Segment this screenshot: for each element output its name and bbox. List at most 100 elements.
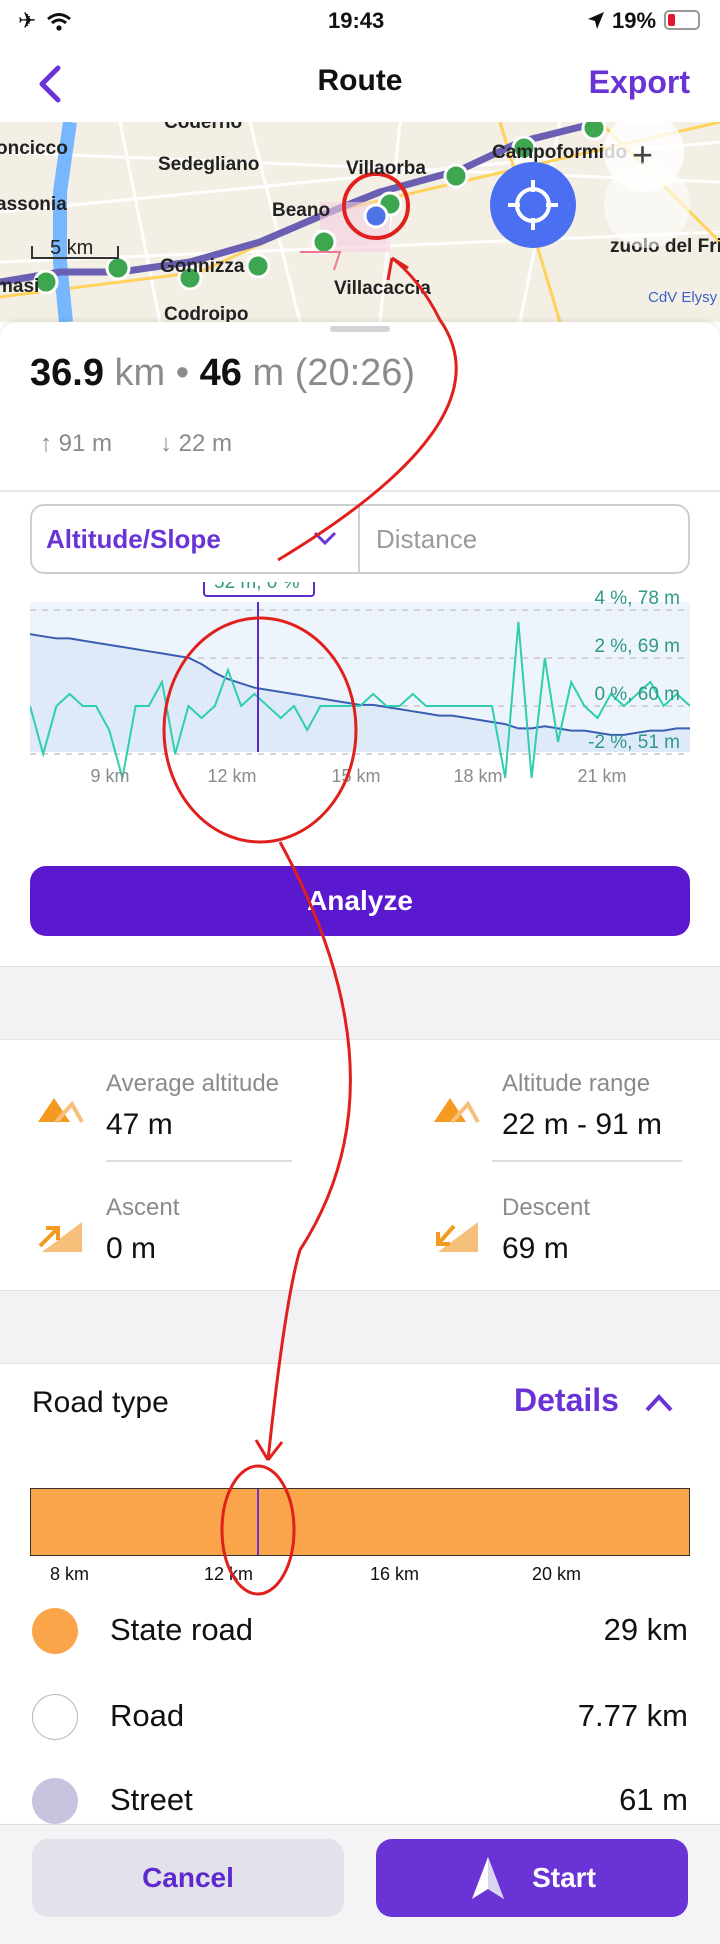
map-place-label: assonia: [0, 194, 67, 215]
altitude-chart[interactable]: 52 m, 0 % 4 %, 78 m 2 %, 69 m 0 %, 60 m -2 %…: [29, 565, 691, 786]
status-bar: ✈ 19:43 19%: [0, 0, 720, 44]
distance-tab[interactable]: Distance: [376, 524, 478, 554]
altitude-chart-svg[interactable]: 52 m, 0 % 4 %, 78 m 2 %, 69 m 0 %, 60 m -2 %…: [29, 565, 691, 812]
my-location-button[interactable]: [490, 162, 576, 248]
altitude-range-icon: [434, 1098, 480, 1124]
route-summary: 36.9 km • 46 m (20:26): [30, 352, 415, 395]
start-label: Start: [532, 1862, 596, 1893]
average-altitude-value: 47 m: [106, 1108, 173, 1141]
battery-percentage: 19%: [612, 8, 657, 33]
bar-tick: 8 km: [50, 1564, 90, 1584]
chart-right-label: 0 %, 60 m: [594, 684, 680, 705]
ascent-summary: ↑ 91 m: [40, 430, 112, 458]
altitude-range-value: 22 m - 91 m: [502, 1108, 663, 1141]
bar-tick: 20 km: [532, 1564, 582, 1584]
chart-tooltip-text: 52 m, 0 %: [214, 582, 300, 593]
analyze-button[interactable]: Analyze: [30, 866, 690, 936]
road-type-title: Road type: [32, 1386, 169, 1419]
legend-row-state-road[interactable]: State road 29 km: [0, 1594, 720, 1664]
chevron-down-icon: [313, 531, 337, 546]
chart-right-label: 4 %, 78 m: [594, 588, 680, 609]
map-scale-bar: [31, 246, 119, 259]
sheet-grabber[interactable]: [330, 326, 390, 332]
airplane-icon: ✈: [18, 8, 37, 33]
crosshair-icon: [508, 180, 558, 230]
altitude-icon: [38, 1098, 84, 1124]
chart-x-tick: 21 km: [577, 766, 626, 786]
legend-value: 29 km: [603, 1612, 688, 1647]
battery-icon: [664, 10, 700, 30]
route-details-sheet: 36.9 km • 46 m (20:26) ↑ 91 m ↓ 22 m Alt…: [0, 322, 720, 1824]
map-place-label: Campoformido: [492, 142, 627, 163]
altitude-unit: m: [252, 352, 285, 394]
map-place-label: Villacaccia: [334, 278, 431, 299]
altitude-range-label: Altitude range: [502, 1070, 651, 1097]
altitude-stats: Average altitude 47 m Altitude range 22 …: [0, 1040, 720, 1290]
map-place-label: Codroipo: [164, 304, 248, 322]
average-altitude-label: Average altitude: [106, 1070, 280, 1097]
legend-name: Street: [110, 1782, 193, 1817]
ascent-value: 0 m: [106, 1232, 157, 1265]
section-spacer: [0, 966, 720, 1040]
clock-time: 19:43: [328, 8, 385, 33]
navigation-arrow-icon: [472, 1857, 505, 1899]
descent-summary-value: 22 m: [178, 430, 233, 457]
map-place-label: oncicco: [0, 138, 68, 159]
ascent-label: Ascent: [106, 1194, 180, 1221]
state-road-segment: [31, 1489, 689, 1555]
descent-icon: [436, 1222, 478, 1252]
legend-value: 61 m: [619, 1782, 688, 1817]
slope-line: [29, 621, 691, 779]
compass-button[interactable]: [604, 162, 690, 248]
descent-summary: ↓ 22 m: [160, 430, 232, 458]
arrow-down-icon: ↓: [160, 430, 172, 457]
legend-value: 7.77 km: [577, 1698, 688, 1733]
chart-x-tick: 15 km: [331, 766, 380, 786]
export-button[interactable]: Export: [588, 64, 690, 100]
chart-x-tick: 18 km: [453, 766, 502, 786]
road-type-bar[interactable]: [30, 1488, 690, 1556]
legend-name: State road: [110, 1612, 254, 1647]
position-cursor: [257, 1489, 259, 1555]
state-road-swatch: [32, 1608, 78, 1654]
location-arrow-icon: [588, 12, 604, 29]
arrow-up-icon: ↑: [40, 430, 52, 457]
bottom-action-bar: Cancel Start: [0, 1824, 720, 1944]
section-spacer: [0, 1290, 720, 1364]
altitude-slope-label: Altitude/Slope: [46, 524, 221, 554]
altitude-value: 46: [199, 352, 242, 394]
road-swatch: [32, 1694, 78, 1740]
legend-row-street[interactable]: Street 61 m: [0, 1764, 720, 1834]
legend-name: Road: [110, 1698, 185, 1733]
chart-mode-selector: Altitude/Slope Distance: [30, 504, 690, 574]
start-button[interactable]: Start: [376, 1839, 688, 1917]
map-place-label: Beano: [272, 200, 330, 221]
legend-row-road[interactable]: Road 7.77 km: [0, 1680, 720, 1750]
map-place-label: Coderno: [164, 122, 242, 133]
map-place-label: masi: [0, 276, 39, 297]
distance-unit: km: [114, 352, 166, 394]
map-attribution: CdV Elysy: [648, 289, 718, 306]
route-map[interactable]: Coderno oncicco Sedegliano Villaorba Cam…: [0, 122, 720, 322]
wifi-icon: [47, 13, 71, 31]
separator-dot: •: [175, 352, 190, 394]
details-button[interactable]: Details: [514, 1382, 619, 1418]
page-title: Route: [317, 64, 403, 97]
map-scale-label: 5 km: [50, 237, 93, 259]
map-place-label: Sedegliano: [158, 154, 259, 175]
cancel-button[interactable]: Cancel: [32, 1839, 344, 1917]
map-place-label: Gonnizza: [160, 256, 245, 277]
duration-value: (20:26): [294, 352, 416, 394]
divider: [0, 490, 720, 492]
ascent-icon: [38, 1222, 82, 1252]
chart-right-label: 2 %, 69 m: [594, 636, 680, 657]
chart-right-label: -2 %, 51 m: [588, 732, 680, 753]
back-button[interactable]: [34, 64, 64, 104]
bar-tick: 12 km: [204, 1564, 254, 1584]
chevron-up-icon[interactable]: [644, 1392, 674, 1414]
descent-value: 69 m: [502, 1232, 569, 1265]
descent-label: Descent: [502, 1194, 591, 1221]
chart-x-tick: 9 km: [90, 766, 129, 786]
ascent-summary-value: 91 m: [58, 430, 113, 457]
altitude-slope-dropdown[interactable]: Altitude/Slope: [32, 506, 360, 572]
